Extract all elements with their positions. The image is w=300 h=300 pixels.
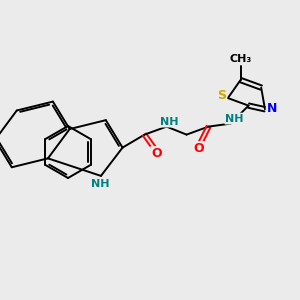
Text: S: S [218, 88, 226, 102]
Text: NH: NH [91, 179, 109, 189]
Text: NH: NH [160, 117, 179, 127]
Text: O: O [151, 147, 162, 160]
Text: CH₃: CH₃ [230, 54, 252, 64]
Text: NH: NH [225, 114, 244, 124]
Text: N: N [267, 102, 277, 115]
Text: O: O [193, 142, 204, 155]
